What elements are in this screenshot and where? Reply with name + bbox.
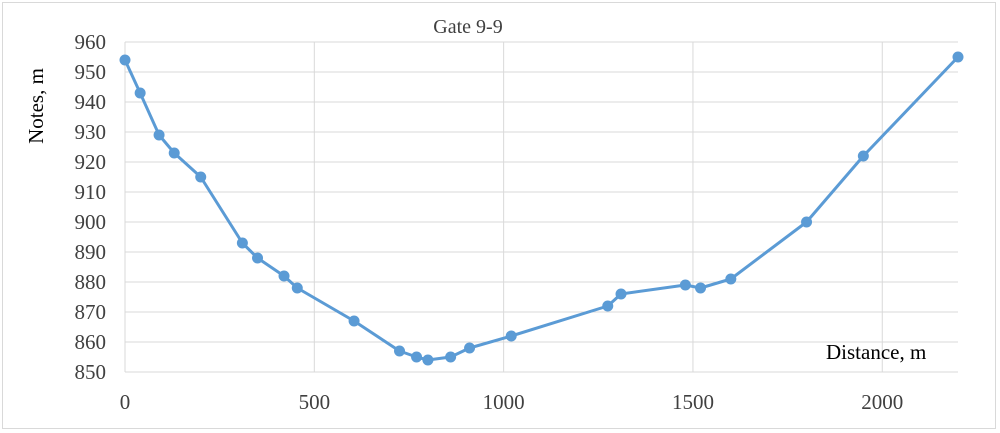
- data-point: [505, 330, 517, 342]
- data-point: [134, 87, 146, 99]
- y-tick-label: 940: [75, 90, 107, 114]
- data-point: [291, 282, 303, 294]
- data-point: [348, 315, 360, 327]
- data-point: [679, 279, 691, 291]
- data-point: [411, 351, 423, 363]
- y-tick-label: 850: [75, 360, 107, 384]
- x-tick-labels: 0 500 1000 1500 2000: [120, 390, 904, 414]
- gridlines: [124, 41, 958, 373]
- data-point: [602, 300, 614, 312]
- data-point: [801, 216, 813, 228]
- x-tick-label: 500: [299, 390, 331, 414]
- data-points: [119, 51, 964, 366]
- data-point: [857, 150, 869, 162]
- y-tick-label: 930: [75, 120, 107, 144]
- y-tick-label: 870: [75, 300, 107, 324]
- data-point: [153, 129, 165, 141]
- y-tick-label: 900: [75, 210, 107, 234]
- data-point: [278, 270, 290, 282]
- data-point: [394, 345, 406, 357]
- data-point: [464, 342, 476, 354]
- y-tick-label: 960: [75, 30, 107, 54]
- data-point: [445, 351, 457, 363]
- y-tick-label: 890: [75, 240, 107, 264]
- data-point: [119, 54, 131, 66]
- data-point: [252, 252, 264, 264]
- y-axis-title: Notes, m: [24, 68, 48, 144]
- y-tick-label: 920: [75, 150, 107, 174]
- data-point: [168, 147, 180, 159]
- x-tick-label: 0: [120, 390, 131, 414]
- x-tick-label: 1000: [483, 390, 525, 414]
- data-point: [615, 288, 627, 300]
- y-tick-label: 880: [75, 270, 107, 294]
- x-axis-title: Distance, m: [826, 340, 926, 364]
- data-point: [422, 354, 434, 366]
- data-point: [695, 282, 707, 294]
- y-tick-labels: 850 860 870 880 890 900 910 920 930 940 950 960: [75, 30, 107, 384]
- chart-title: Gate 9-9: [433, 16, 502, 38]
- data-point: [725, 273, 737, 285]
- data-point: [236, 237, 248, 249]
- data-point: [195, 171, 207, 183]
- x-tick-label: 1500: [672, 390, 714, 414]
- y-tick-label: 860: [75, 330, 107, 354]
- y-tick-label: 950: [75, 60, 107, 84]
- data-point: [952, 51, 964, 63]
- x-tick-label: 2000: [861, 390, 903, 414]
- y-tick-label: 910: [75, 180, 107, 204]
